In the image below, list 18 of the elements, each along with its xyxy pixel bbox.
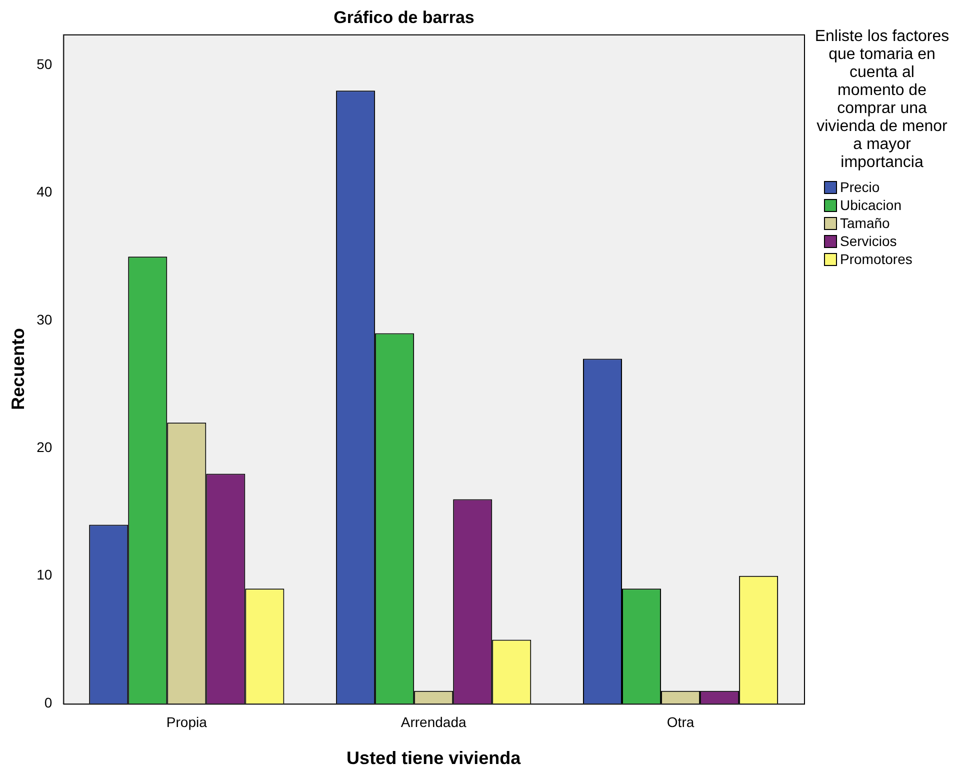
y-tick-label: 30 [36,311,52,328]
legend-label: Ubicacion [840,196,902,214]
chart-title: Gráfico de barras [334,8,474,27]
x-tick-label: Arrendada [400,714,466,730]
legend-label: Precio [840,178,880,196]
y-tick-label: 20 [36,439,52,456]
y-tick-label: 50 [36,56,52,72]
x-axis-title: Usted tiene vivienda [346,748,522,768]
x-tick-label: Propia [166,714,208,730]
y-tick-label: 0 [44,694,52,710]
y-axis-title: Recuento [8,328,28,410]
legend-label: Tamaño [840,214,890,232]
legend-label: Servicios [840,232,897,250]
x-tick-label: Otra [666,714,694,730]
y-tick-label: 40 [36,184,52,200]
legend-title: Enliste los factores que tomaria en cuenta al momento de comprar una vivienda de menor a mayor importancia [814,28,950,172]
y-tick-label: 10 [36,566,52,583]
legend-label: Promotores [840,250,912,268]
